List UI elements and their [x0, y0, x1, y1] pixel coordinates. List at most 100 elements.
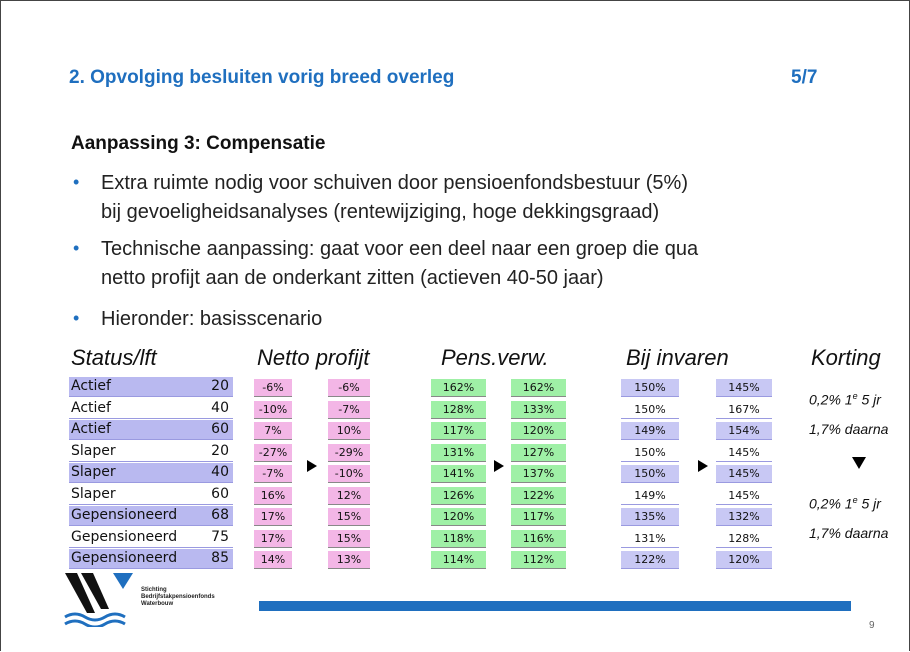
bullet: • Hieronder: basisscenario: [71, 305, 698, 334]
netto-cell: -10%: [254, 400, 292, 419]
pens-cell: 126%: [431, 486, 486, 505]
korting-part: 0,2% 1: [809, 391, 853, 408]
netto-cell: 16%: [254, 486, 292, 505]
invaren-cell: 149%: [621, 487, 679, 505]
invaren-cell: 149%: [621, 422, 679, 440]
age: 75: [211, 528, 229, 545]
pens-cell: 137%: [511, 465, 566, 483]
pens-cell: 127%: [511, 443, 566, 462]
logo-line: Stichting: [141, 587, 167, 593]
netto-cell: -27%: [254, 443, 292, 462]
status-row: Gepensioneerd 85: [69, 549, 233, 569]
netto-cell: 7%: [254, 422, 292, 440]
age: 40: [211, 399, 229, 416]
pens-cell: 120%: [511, 422, 566, 440]
netto-cell: 15%: [328, 508, 370, 526]
status-row: Slaper 40: [69, 463, 233, 483]
netto-cell: 14%: [254, 551, 292, 569]
age: 20: [211, 442, 229, 459]
bullet-list: • Extra ruimte nodig voor schuiven door p…: [71, 169, 698, 334]
korting-sup: e: [852, 391, 858, 401]
korting-part: 1,7% daarna: [809, 421, 889, 437]
invaren-cell: 150%: [621, 465, 679, 483]
bullet-line: bij gevoeligheidsanalyses (rentewijzigin…: [101, 201, 660, 223]
invaren-cell: 132%: [716, 508, 772, 526]
netto-cell: -10%: [328, 465, 370, 483]
pens-cell: 122%: [511, 486, 566, 505]
korting-text: 1,7% daarna: [809, 525, 888, 541]
column-header: Netto profijt: [257, 345, 370, 370]
status: Slaper: [71, 442, 116, 459]
age: 20: [211, 378, 229, 394]
status-row: Slaper 60: [69, 484, 233, 505]
invaren-cell: 145%: [716, 465, 772, 483]
invaren-cell: 150%: [621, 401, 679, 419]
netto-cell: 10%: [328, 422, 370, 440]
column-header: Korting: [811, 345, 881, 370]
pens-cell: 133%: [511, 400, 566, 419]
invaren-cell: 145%: [716, 444, 772, 462]
netto-cell: -6%: [254, 379, 292, 397]
logo-mark: [64, 573, 133, 627]
netto-cell: -6%: [328, 379, 370, 397]
status-row: Actief 20: [69, 377, 233, 397]
netto-cell: 12%: [328, 486, 370, 505]
status: Gepensioneerd: [71, 507, 178, 523]
section-title: Aanpassing 3: Compensatie: [71, 133, 326, 154]
slide-page: 5/7: [791, 67, 818, 88]
status: Slaper: [71, 464, 116, 480]
arrow-down: [852, 457, 866, 469]
invaren-cell: 131%: [621, 530, 679, 548]
invaren-cell: 145%: [716, 379, 772, 397]
korting-sup: e: [852, 495, 858, 505]
korting-text: 0,2% 1e 5 jr: [809, 391, 881, 408]
footer-bar: [259, 601, 851, 611]
invaren-cell: 167%: [716, 401, 772, 419]
status: Actief: [71, 421, 111, 437]
page-number: 9: [869, 620, 875, 631]
netto-cell: -7%: [254, 465, 292, 483]
arrow: [494, 460, 504, 472]
korting-part: 0,2% 1: [809, 495, 853, 512]
status: Actief: [71, 399, 111, 416]
invaren-cell: 145%: [716, 487, 772, 505]
status-row: Gepensioneerd 68: [69, 506, 233, 526]
status: Gepensioneerd: [71, 550, 178, 566]
pens-cell: 128%: [431, 400, 486, 419]
bullet: • Technische aanpassing: gaat voor een de…: [71, 235, 698, 293]
invaren-cell: 150%: [621, 379, 679, 397]
bullet-dot: •: [73, 172, 80, 192]
netto-cell: -29%: [328, 443, 370, 462]
age: 40: [211, 464, 229, 480]
bullet-dot: •: [73, 308, 80, 328]
korting-part: 5 jr: [857, 495, 881, 512]
pens-cell: 141%: [431, 465, 486, 483]
bullet: • Extra ruimte nodig voor schuiven door p…: [71, 169, 698, 227]
pens-cell: 117%: [431, 422, 486, 440]
pens-cell: 114%: [431, 551, 486, 569]
status-row: Actief 60: [69, 420, 233, 440]
column-header: Pens.verw.: [441, 345, 549, 370]
bullet-dot: •: [73, 238, 80, 258]
status: Gepensioneerd: [71, 528, 178, 545]
bullet-line: Technische aanpassing: gaat voor een dee…: [101, 238, 699, 260]
bullet-line: netto profijt aan de onderkant zitten (a…: [101, 267, 604, 289]
pens-cell: 117%: [511, 508, 566, 526]
status: Slaper: [71, 485, 116, 502]
age: 60: [211, 485, 229, 502]
netto-cell: 17%: [254, 508, 292, 526]
logo-line: Bedrijfstakpensioenfonds: [141, 594, 215, 600]
bullet-line: Extra ruimte nodig voor schuiven door pe…: [101, 172, 688, 194]
korting-part: 5 jr: [857, 391, 881, 408]
invaren-cell: 154%: [716, 422, 772, 440]
korting-part: 1,7% daarna: [809, 525, 889, 541]
netto-cell: -7%: [328, 400, 370, 419]
column-header: Bij invaren: [626, 345, 729, 370]
netto-cell: 13%: [328, 551, 370, 569]
slide-title: 2. Opvolging besluiten vorig breed overl…: [69, 67, 455, 88]
age: 68: [211, 507, 229, 523]
logo-text: Stichting Bedrijfstakpensioenfonds Waterbo…: [141, 587, 215, 608]
column-header: Status/lft: [71, 345, 157, 370]
pens-cell: 131%: [431, 443, 486, 462]
